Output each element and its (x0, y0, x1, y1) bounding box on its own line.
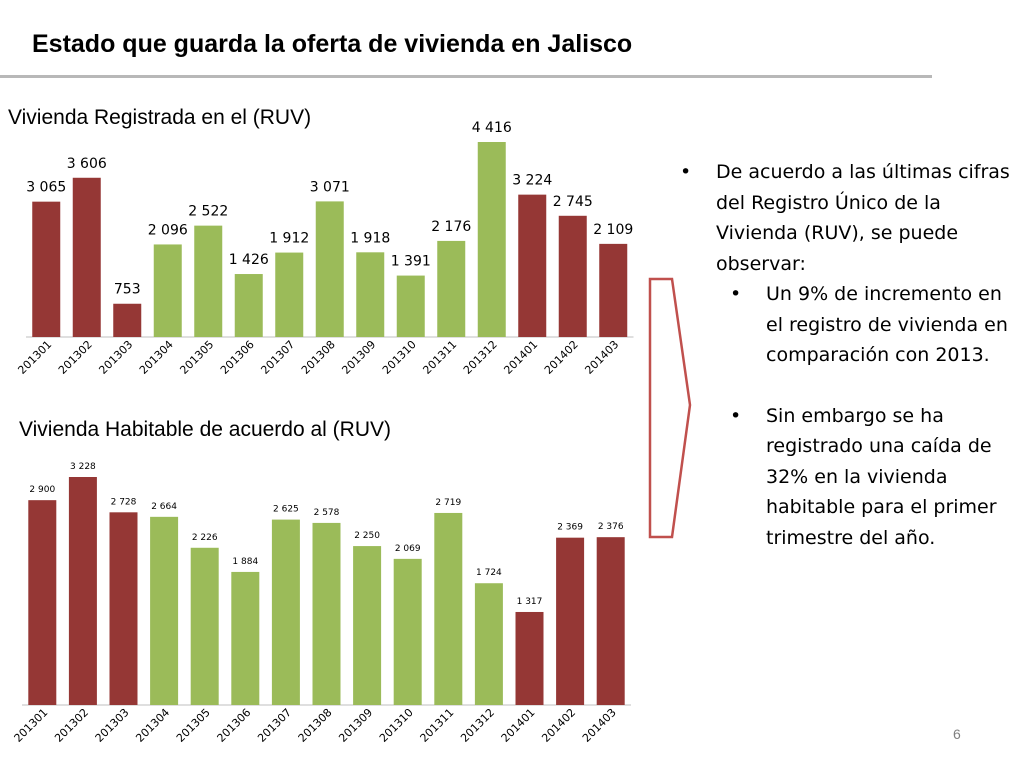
data-label: 2 250 (354, 531, 380, 541)
data-label: 2 719 (435, 498, 461, 508)
bar-201302 (72, 177, 101, 337)
data-label: 2 728 (111, 497, 137, 507)
data-label: 2 109 (593, 222, 633, 238)
data-label: 1 912 (269, 231, 309, 247)
data-label: 2 226 (192, 533, 218, 543)
bar-201302 (68, 477, 97, 705)
page-number: 6 (953, 726, 961, 742)
bar-201401 (515, 611, 544, 705)
summary-bullets: De acuerdo a las últimas cifras del Regi… (680, 157, 1010, 553)
bar-201305 (194, 225, 223, 337)
data-label: 4 416 (472, 120, 512, 136)
bar-201307 (271, 519, 300, 705)
bar-201312 (477, 142, 506, 337)
bar-201309 (356, 252, 385, 337)
data-label: 2 369 (557, 523, 583, 533)
bar-201301 (28, 500, 57, 705)
bar-201304 (150, 516, 179, 705)
chart1-title: Vivienda Registrada en el (RUV) (8, 106, 312, 129)
bar-201402 (556, 537, 585, 705)
bar-201311 (437, 240, 466, 337)
data-label: 2 176 (431, 219, 471, 235)
data-label: 2 625 (273, 505, 299, 515)
data-label: 3 224 (512, 173, 552, 189)
bar-201402 (558, 215, 587, 337)
bar-201312 (474, 583, 503, 705)
bar-201401 (518, 194, 547, 337)
data-label: 3 071 (310, 179, 350, 195)
bar-201403 (599, 243, 628, 337)
data-label: 1 391 (391, 254, 431, 270)
bar-201308 (312, 522, 341, 705)
bar-201311 (434, 512, 463, 705)
bullet-intro: De acuerdo a las últimas cifras del Regi… (680, 157, 1010, 279)
data-label: 2 745 (553, 194, 593, 210)
bar-201303 (113, 303, 142, 337)
chart2-title: Vivienda Habitable de acuerdo al (RUV) (19, 418, 391, 441)
bar-201303 (109, 512, 138, 705)
data-label: 2 664 (151, 502, 177, 512)
bar-201308 (315, 201, 344, 337)
bar-201304 (153, 244, 182, 337)
data-label: 3 228 (70, 462, 96, 472)
data-label: 3 606 (67, 156, 107, 172)
data-label: 1 724 (476, 568, 502, 578)
title-divider (0, 75, 932, 78)
bar-201301 (32, 201, 61, 337)
bar-201310 (396, 275, 425, 337)
data-label: 2 578 (314, 508, 340, 518)
bullet-increase: Un 9% de incremento en el registro de vi… (680, 279, 1010, 371)
bullet-decrease: Sin embargo se ha registrado una caída d… (680, 401, 1010, 554)
data-label: 1 426 (229, 252, 269, 268)
bar-201307 (275, 252, 304, 337)
data-label: 2 069 (395, 544, 421, 554)
bar-201306 (234, 274, 263, 337)
data-label: 2 376 (598, 522, 624, 532)
page-title: Estado que guarda la oferta de vivienda … (32, 30, 633, 58)
data-label: 3 065 (26, 180, 66, 196)
bar-201306 (231, 571, 260, 705)
bar-201309 (353, 546, 382, 705)
data-label: 1 317 (517, 597, 543, 607)
bar-201305 (190, 547, 219, 705)
data-label: 1 918 (350, 230, 390, 246)
data-label: 753 (114, 282, 141, 298)
bar-201403 (596, 537, 625, 705)
data-label: 2 900 (29, 485, 55, 495)
data-label: 2 522 (188, 204, 228, 220)
bar-201310 (393, 558, 422, 705)
data-label: 1 884 (232, 557, 258, 567)
data-label: 2 096 (148, 222, 188, 238)
